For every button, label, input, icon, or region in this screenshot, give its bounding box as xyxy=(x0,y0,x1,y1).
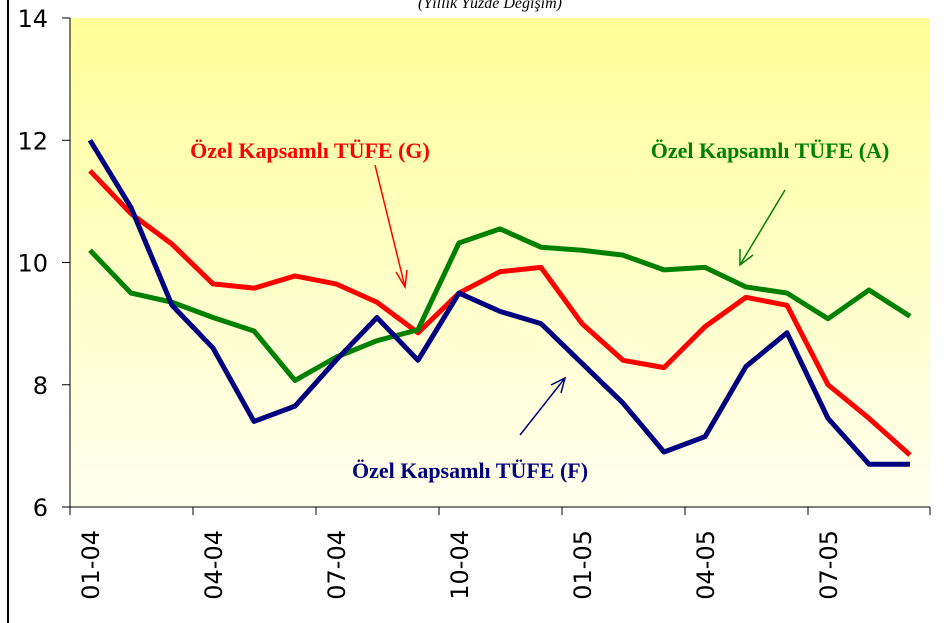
x-tick-label: 01-05 xyxy=(569,530,597,600)
x-tick-label: 07-05 xyxy=(815,530,843,600)
x-tick-label: 01-04 xyxy=(77,530,105,600)
series-label: Özel Kapsamlı TÜFE (F) xyxy=(352,458,588,483)
series-label: Özel Kapsamlı TÜFE (G) xyxy=(190,138,430,163)
arrow xyxy=(739,189,786,266)
arrow-head xyxy=(550,376,567,394)
y-tick-label: 14 xyxy=(17,5,48,33)
arrow xyxy=(519,377,566,436)
y-tick-label: 12 xyxy=(17,127,48,155)
chart-title: (Yıllık Yüzde Değişim) xyxy=(418,0,562,12)
series-line xyxy=(87,138,910,467)
x-tick-label: 04-04 xyxy=(200,530,228,600)
series-line xyxy=(88,226,912,383)
x-tick-label: 10-04 xyxy=(446,530,474,600)
series-label: Özel Kapsamlı TÜFE (A) xyxy=(651,138,890,163)
series-line xyxy=(88,169,912,457)
plot-area xyxy=(70,18,930,507)
arrow-head xyxy=(739,249,754,267)
arrow-head xyxy=(395,269,408,290)
y-tick-label: 6 xyxy=(33,494,48,522)
arrow xyxy=(374,164,406,288)
y-tick-label: 8 xyxy=(33,372,48,400)
y-tick-label: 10 xyxy=(17,250,48,278)
x-tick-label: 04-05 xyxy=(692,530,720,600)
x-tick-label: 07-04 xyxy=(323,530,351,600)
